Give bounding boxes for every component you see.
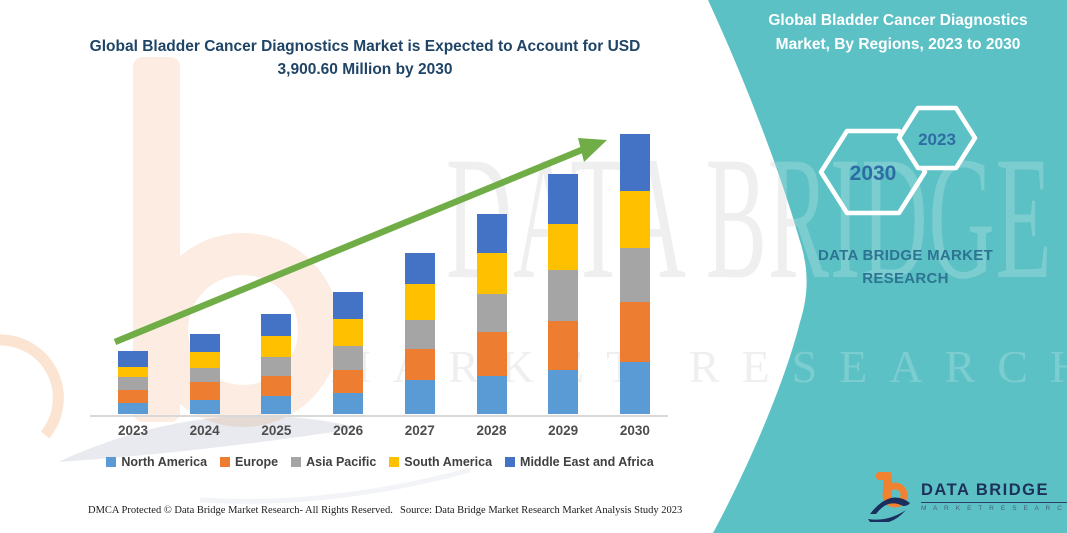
- x-axis-label-2027: 2027: [404, 423, 435, 438]
- segment-north-america-2023: [118, 403, 148, 414]
- segment-south-america-2030: [619, 191, 650, 249]
- hexagon-2030: [818, 128, 928, 216]
- segment-asia-pacific-2030: [619, 248, 650, 303]
- data-bridge-logo-icon: [868, 472, 910, 522]
- x-axis-label-2029: 2029: [548, 423, 579, 438]
- segment-europe-2026: [333, 369, 364, 394]
- bar-2026: [333, 292, 364, 414]
- segment-asia-pacific-2027: [404, 319, 435, 349]
- segment-europe-2030: [619, 302, 650, 363]
- segment-north-america-2030: [619, 362, 650, 414]
- segment-asia-pacific-2026: [333, 345, 364, 370]
- hexagon-2030-label: 2030: [850, 162, 897, 185]
- legend-swatch: [106, 457, 117, 467]
- segment-middle-east-and-africa-2023: [118, 350, 148, 367]
- segment-middle-east-and-africa-2025: [261, 314, 292, 336]
- legend-item-asia-pacific: Asia Pacific: [291, 455, 376, 469]
- chart-legend: North America Europe Asia Pacific South Ame…: [70, 455, 690, 469]
- legend-item-europe: Europe: [220, 455, 278, 469]
- segment-europe-2028: [476, 332, 507, 376]
- x-axis-label-2024: 2024: [189, 423, 220, 438]
- source-note: Source: Data Bridge Market Research Mark…: [400, 505, 683, 516]
- segment-middle-east-and-africa-2029: [548, 174, 579, 224]
- segment-europe-2025: [261, 375, 292, 397]
- legend-label: South America: [404, 455, 493, 469]
- segment-europe-2027: [404, 348, 435, 380]
- x-axis-label-2030: 2030: [619, 423, 650, 438]
- x-axis-line: [90, 415, 668, 417]
- x-axis-label-2026: 2026: [333, 423, 364, 438]
- logo-name: DATA BRIDGE: [921, 481, 1067, 503]
- hexagon-2023: [896, 105, 978, 171]
- segment-asia-pacific-2028: [476, 294, 507, 333]
- legend-label: Asia Pacific: [306, 455, 377, 469]
- segment-south-america-2023: [118, 366, 148, 378]
- logo-tagline: M A R K E T R E S E A R C H: [921, 504, 1067, 512]
- segment-north-america-2026: [333, 393, 364, 414]
- segment-asia-pacific-2025: [261, 356, 292, 376]
- segment-north-america-2028: [476, 375, 507, 414]
- x-axis-label-2028: 2028: [476, 423, 507, 438]
- segment-asia-pacific-2029: [548, 269, 579, 321]
- bar-2030: [619, 134, 650, 414]
- segment-middle-east-and-africa-2026: [333, 292, 364, 319]
- segment-north-america-2029: [548, 369, 579, 414]
- segment-north-america-2024: [189, 399, 220, 414]
- bar-2025: [261, 314, 292, 414]
- legend-swatch: [220, 457, 231, 467]
- segment-middle-east-and-africa-2024: [189, 334, 220, 353]
- segment-asia-pacific-2023: [118, 377, 148, 391]
- legend-label: North America: [121, 455, 208, 469]
- segment-south-america-2027: [404, 284, 435, 320]
- bar-2027: [404, 253, 435, 414]
- dmca-notice: DMCA Protected © Data Bridge Market Rese…: [88, 505, 393, 516]
- segment-asia-pacific-2024: [189, 368, 220, 382]
- segment-north-america-2025: [261, 396, 292, 414]
- chart-title: Global Bladder Cancer Diagnostics Market…: [89, 38, 641, 79]
- x-axis-label-2025: 2025: [261, 423, 292, 438]
- side-panel-heading: Global Bladder Cancer Diagnostics Market…: [768, 12, 1028, 54]
- legend-swatch: [291, 457, 302, 467]
- legend-item-south-america: South America: [389, 455, 492, 469]
- bar-2029: [548, 174, 579, 414]
- hexagon-2023-label: 2023: [918, 130, 956, 149]
- legend-item-north-america: North America: [106, 455, 207, 469]
- side-panel-brand-text: DATA BRIDGE MARKET RESEARCH: [817, 247, 994, 287]
- segment-south-america-2026: [333, 318, 364, 346]
- bar-2028: [476, 213, 507, 414]
- bar-2023: [118, 350, 148, 414]
- segment-south-america-2029: [548, 223, 579, 270]
- legend-label: Middle East and Africa: [520, 455, 654, 469]
- segment-europe-2024: [189, 381, 220, 400]
- bar-2024: [189, 334, 220, 414]
- segment-south-america-2024: [189, 352, 220, 369]
- data-bridge-logo: DATA BRIDGE M A R K E T R E S E A R C H: [868, 470, 1067, 522]
- segment-south-america-2025: [261, 335, 292, 357]
- segment-europe-2023: [118, 390, 148, 404]
- segment-south-america-2028: [476, 253, 507, 295]
- segment-middle-east-and-africa-2028: [476, 213, 507, 254]
- x-axis-label-2023: 2023: [117, 423, 149, 438]
- segment-middle-east-and-africa-2030: [619, 134, 650, 192]
- segment-middle-east-and-africa-2027: [404, 253, 435, 285]
- legend-swatch: [389, 457, 400, 467]
- legend-item-middle-east-and-africa: Middle East and Africa: [505, 455, 654, 469]
- legend-label: Europe: [235, 455, 279, 469]
- segment-north-america-2027: [404, 379, 435, 414]
- legend-swatch: [505, 457, 516, 467]
- segment-europe-2029: [548, 320, 579, 370]
